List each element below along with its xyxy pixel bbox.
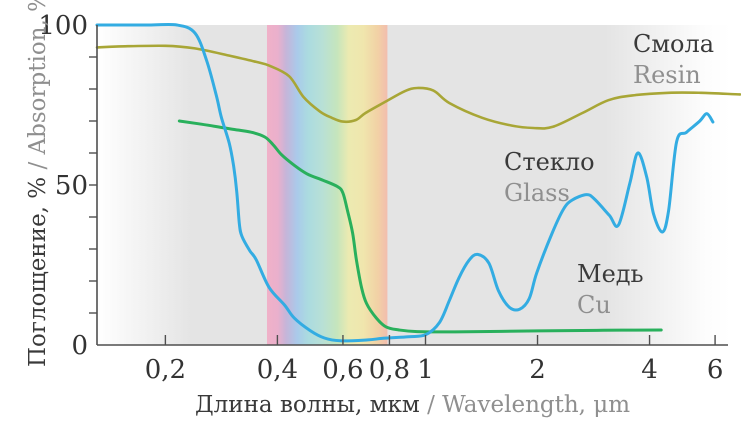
x-tick-label-0,8: 0,8 bbox=[369, 355, 410, 385]
plot-background bbox=[97, 25, 732, 345]
visible-spectrum-band bbox=[266, 25, 388, 345]
curve-cu bbox=[95, 22, 715, 343]
series-label-cu-en: Cu bbox=[577, 291, 611, 319]
x-tick-label-0,4: 0,4 bbox=[257, 355, 298, 385]
series-label-cu-ru: Медь bbox=[577, 260, 644, 288]
series-label-resin-ru: Смола bbox=[633, 30, 715, 58]
x-axis-title-sep: / bbox=[419, 392, 443, 418]
y-axis-title-ru: Поглощение, % bbox=[25, 176, 51, 367]
x-tick-label-2: 2 bbox=[529, 355, 546, 385]
series-label-glass: Стекло Glass bbox=[504, 147, 595, 209]
series-label-glass-en: Glass bbox=[504, 179, 570, 207]
x-axis-title: Длина волны, мкм / Wavelength, μm bbox=[97, 392, 728, 418]
x-axis-title-en: Wavelength, μm bbox=[442, 392, 631, 418]
y-tick-label-100: 100 bbox=[38, 11, 88, 41]
y-tick-label-0: 0 bbox=[71, 331, 88, 361]
x-tick-label-0,2: 0,2 bbox=[145, 355, 186, 385]
series-label-glass-ru: Стекло bbox=[504, 148, 595, 176]
x-tick-label-4: 4 bbox=[641, 355, 658, 385]
y-axis-title-sep: / bbox=[25, 154, 51, 177]
y-axis-title-en: Absorption, % bbox=[25, 0, 51, 155]
y-axis-title: Поглощение, % / Absorption, % bbox=[25, 0, 51, 367]
x-tick-label-1: 1 bbox=[417, 355, 434, 385]
series-label-cu: Медь Cu bbox=[577, 259, 644, 321]
curve-glass bbox=[177, 119, 663, 334]
series-label-resin: Смола Resin bbox=[633, 29, 714, 91]
x-tick-label-0,6: 0,6 bbox=[322, 355, 363, 385]
x-axis-title-ru: Длина волны, мкм bbox=[194, 392, 420, 418]
x-tick-label-6: 6 bbox=[707, 355, 724, 385]
series-label-resin-en: Resin bbox=[633, 61, 701, 89]
y-tick-label-50: 50 bbox=[55, 171, 88, 201]
curve-resin bbox=[95, 44, 741, 130]
